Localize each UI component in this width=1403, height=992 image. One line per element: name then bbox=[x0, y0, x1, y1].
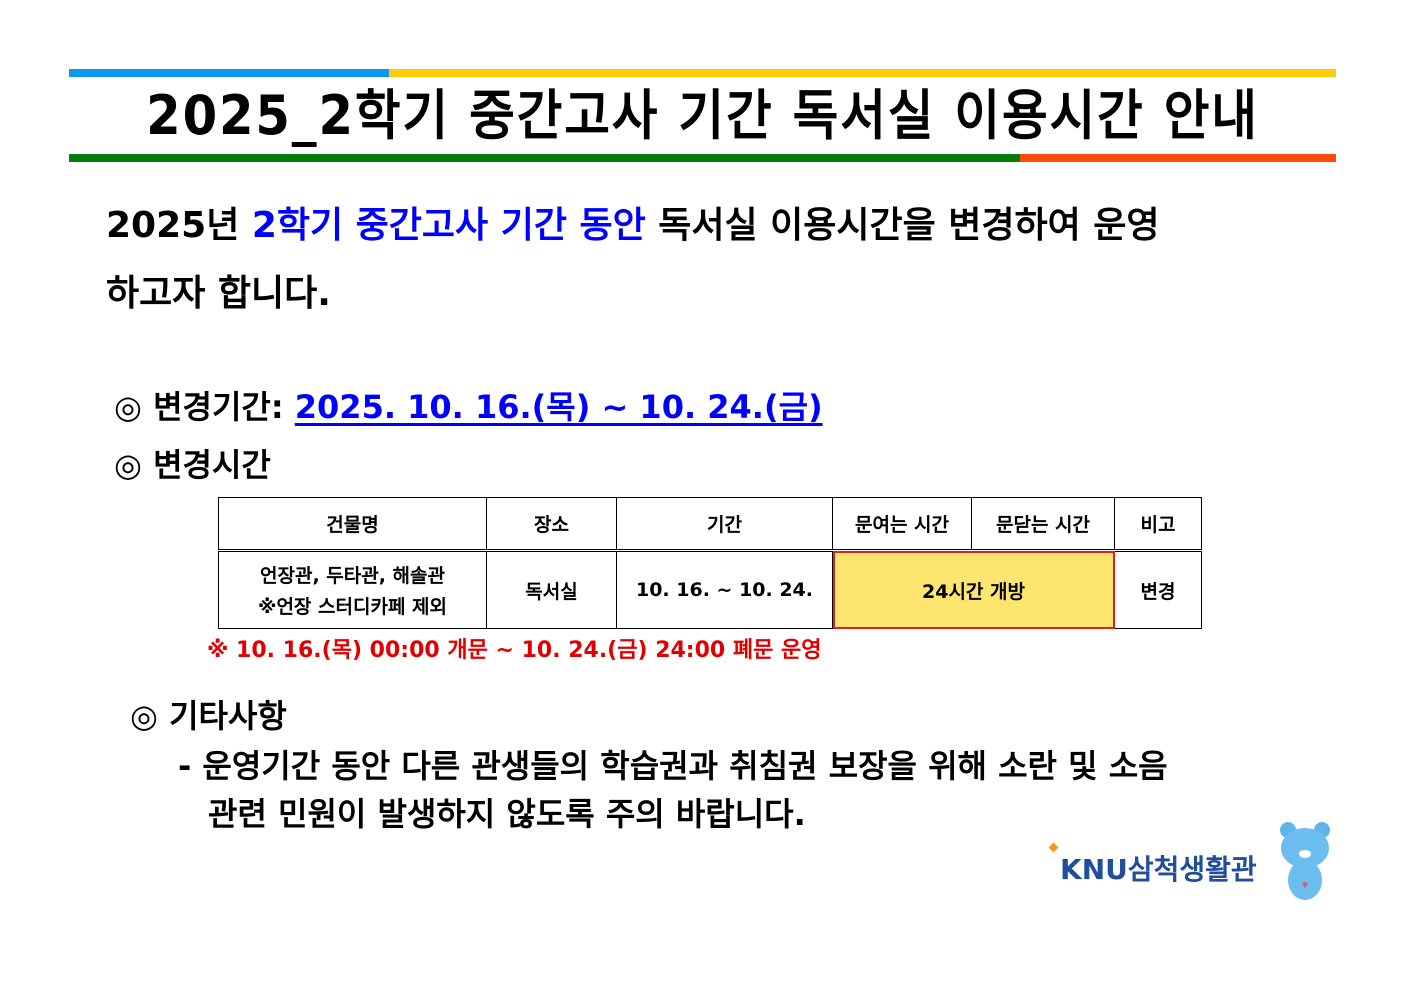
hours-label: 변경시간 bbox=[153, 446, 271, 484]
cell-place: 독서실 bbox=[486, 550, 617, 629]
logo-text: KNU삼척생활관 bbox=[1060, 853, 1257, 886]
header-building: 건물명 bbox=[218, 497, 487, 552]
circle-marker-icon: ◎ bbox=[114, 388, 142, 426]
hours-section: ◎ 변경시간 bbox=[114, 440, 271, 486]
header-remarks: 비고 bbox=[1114, 497, 1202, 552]
circle-marker-icon: ◎ bbox=[130, 697, 158, 735]
table-header-row: 건물명 장소 기간 문여는 시간 문닫는 시간 비고 bbox=[218, 497, 1202, 552]
period-value: 2025. 10. 16.(목) ~ 10. 24.(금) bbox=[294, 388, 823, 426]
building-line-1: 언장관, 두타관, 해솔관 bbox=[260, 565, 445, 587]
period-label: 변경기간: bbox=[153, 388, 295, 426]
bottom-bar-red bbox=[1020, 154, 1336, 162]
circle-marker-icon: ◎ bbox=[114, 446, 142, 484]
other-section: ◎ 기타사항 bbox=[130, 691, 287, 737]
page-title: 2025_2학기 중간고사 기간 독서실 이용시간 안내 bbox=[146, 84, 1259, 147]
period-section: ◎ 변경기간: 2025. 10. 16.(목) ~ 10. 24.(금) bbox=[114, 382, 823, 428]
top-bar-yellow bbox=[389, 69, 1336, 77]
other-line-1: - 운영기간 동안 다른 관생들의 학습권과 취침권 보장을 위해 소란 및 소… bbox=[178, 747, 1168, 785]
intro-highlight: 2학기 중간고사 기간 동안 bbox=[251, 205, 646, 246]
bottom-bar-green bbox=[69, 154, 1020, 162]
header-close-time: 문닫는 시간 bbox=[971, 497, 1115, 552]
top-bar-blue bbox=[69, 69, 389, 77]
header-period: 기간 bbox=[616, 497, 833, 552]
logo-diamond-icon bbox=[1048, 842, 1059, 853]
building-line-2: ※언장 스터디카페 제외 bbox=[257, 596, 448, 618]
hours-table: 건물명 장소 기간 문여는 시간 문닫는 시간 비고 언장관, 두타관, 해솔관… bbox=[218, 497, 1202, 629]
intro-line-1: 2025년 2학기 중간고사 기간 동안 독서실 이용시간을 변경하여 운영 bbox=[106, 196, 1160, 248]
table-note: ※ 10. 16.(목) 00:00 개문 ~ 10. 24.(금) 24:00… bbox=[207, 638, 822, 663]
intro-prefix: 2025년 bbox=[106, 205, 252, 246]
cell-building: 언장관, 두타관, 해솔관 ※언장 스터디카페 제외 bbox=[218, 550, 487, 629]
other-label: 기타사항 bbox=[169, 697, 287, 735]
bear-mascot-icon bbox=[1280, 822, 1330, 900]
cell-period: 10. 16. ~ 10. 24. bbox=[616, 550, 833, 629]
intro-suffix: 독서실 이용시간을 변경하여 운영 bbox=[645, 205, 1160, 246]
header-place: 장소 bbox=[486, 497, 617, 552]
cell-hours: 24시간 개방 bbox=[832, 550, 1115, 629]
table-row: 언장관, 두타관, 해솔관 ※언장 스터디카페 제외 독서실 10. 16. ~ … bbox=[218, 550, 1202, 629]
other-line-2: 관련 민원이 발생하지 않도록 주의 바랍니다. bbox=[208, 795, 806, 833]
intro-line-2: 하고자 합니다. bbox=[106, 273, 331, 314]
cell-remarks: 변경 bbox=[1114, 550, 1202, 629]
header-open-time: 문여는 시간 bbox=[832, 497, 972, 552]
